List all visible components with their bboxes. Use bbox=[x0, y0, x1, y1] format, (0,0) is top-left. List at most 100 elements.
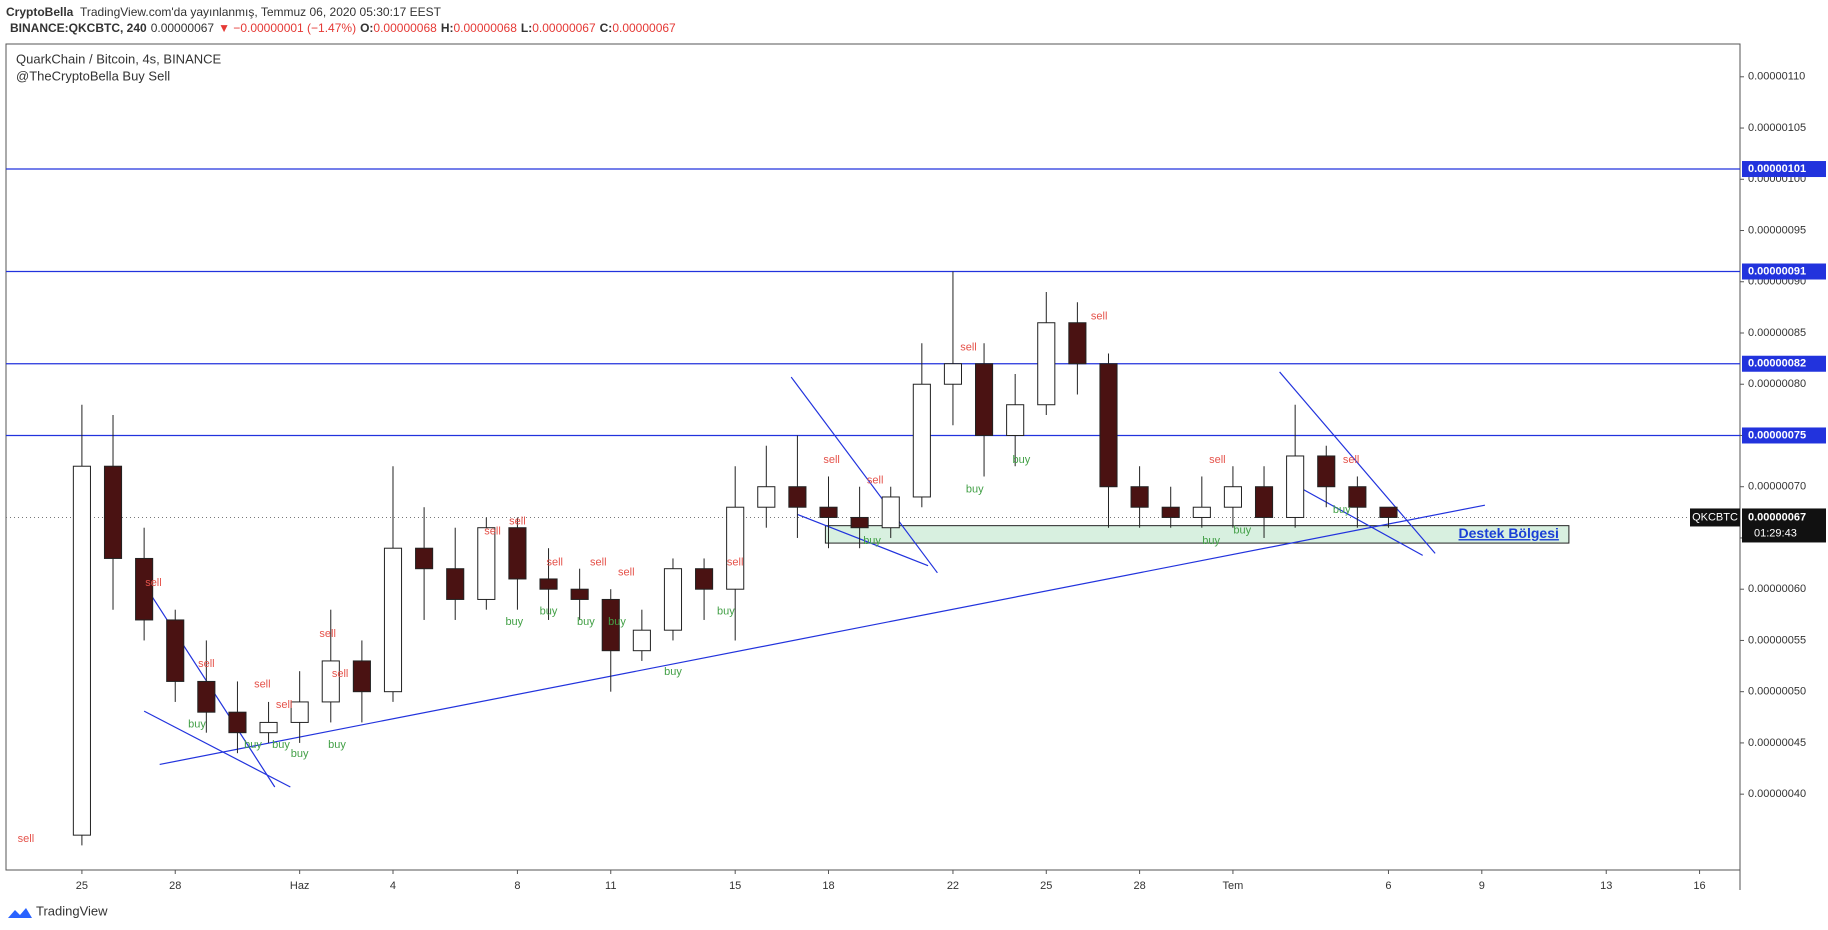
candle-body bbox=[1037, 322, 1056, 406]
signal-sell: sell bbox=[960, 341, 977, 353]
candle-body bbox=[632, 629, 651, 652]
candle-body bbox=[1379, 506, 1398, 518]
header-part: 0.00000067 bbox=[532, 21, 596, 35]
level-label: 0.00000101 bbox=[1748, 163, 1806, 175]
x-tick-label: 22 bbox=[947, 880, 959, 892]
x-tick-label: 28 bbox=[169, 880, 181, 892]
x-tick-label: 4 bbox=[390, 880, 396, 892]
candle-body bbox=[1348, 486, 1367, 508]
candle-body bbox=[695, 568, 714, 590]
candle-body bbox=[539, 578, 558, 590]
y-tick-label: 0.00000070 bbox=[1748, 481, 1806, 493]
trendline bbox=[159, 504, 1486, 766]
signal-sell: sell bbox=[727, 556, 744, 568]
candle-body bbox=[1223, 486, 1242, 508]
trendline bbox=[1279, 371, 1436, 554]
header-part: 0.00000068 bbox=[454, 21, 518, 35]
candle-body bbox=[352, 660, 371, 693]
signal-buy: buy bbox=[1202, 535, 1220, 547]
x-tick-label: 6 bbox=[1385, 880, 1391, 892]
signal-sell: sell bbox=[254, 678, 271, 690]
candle-body bbox=[1130, 486, 1149, 508]
x-tick-label: 28 bbox=[1133, 880, 1145, 892]
trendline bbox=[790, 376, 938, 574]
candle-body bbox=[135, 557, 154, 621]
candle-body bbox=[1317, 455, 1336, 488]
candle-body bbox=[446, 568, 465, 600]
candle-body bbox=[259, 721, 278, 734]
signal-buy: buy bbox=[505, 616, 523, 628]
candle-body bbox=[943, 363, 963, 385]
candle-body bbox=[103, 465, 123, 559]
signal-buy: buy bbox=[608, 616, 626, 628]
signal-sell: sell bbox=[276, 699, 293, 711]
candle-body bbox=[819, 506, 838, 518]
level-label: 0.00000075 bbox=[1748, 429, 1806, 441]
candle-body bbox=[663, 568, 683, 631]
level-label-box bbox=[1742, 427, 1826, 444]
candle-body bbox=[850, 516, 869, 529]
candle-body bbox=[1286, 455, 1305, 518]
signal-sell: sell bbox=[1091, 311, 1108, 323]
x-tick-label: 11 bbox=[605, 880, 616, 892]
header-symbol-line: BINANCE:QKCBTC, 240 0.00000067 ▼ −0.000000… bbox=[10, 21, 676, 35]
signal-buy: buy bbox=[664, 666, 682, 678]
signal-buy: buy bbox=[244, 739, 262, 751]
level-label-box bbox=[1742, 161, 1826, 178]
y-tick-label: 0.00000055 bbox=[1748, 634, 1806, 646]
candle-body bbox=[912, 383, 931, 498]
candle-body bbox=[1006, 404, 1025, 436]
candle-body bbox=[975, 363, 994, 436]
signal-buy: buy bbox=[188, 718, 206, 730]
x-tick-label: 25 bbox=[76, 880, 88, 892]
y-tick-label: 0.00000095 bbox=[1748, 224, 1806, 236]
level-label: 0.00000082 bbox=[1748, 358, 1806, 370]
candle-body bbox=[321, 660, 340, 703]
header-part: 0.00000068 bbox=[373, 21, 437, 35]
signal-sell: sell bbox=[867, 474, 884, 486]
y-tick-label: 0.00000085 bbox=[1748, 327, 1806, 339]
candle-body bbox=[1254, 486, 1274, 518]
x-tick-label: 13 bbox=[1600, 880, 1612, 892]
y-tick-label: 0.00000040 bbox=[1748, 788, 1806, 800]
header-part: 0.00000067 bbox=[612, 21, 676, 35]
header-part: O: bbox=[360, 21, 373, 35]
signal-sell: sell bbox=[1209, 454, 1226, 466]
y-tick-label: 0.00000105 bbox=[1748, 122, 1806, 134]
header-line: BINANCE:QKCBTC, 240 0.00000067 ▼ −0.000000… bbox=[10, 21, 676, 35]
x-tick-label: 15 bbox=[729, 880, 741, 892]
x-tick-label: Haz bbox=[290, 880, 310, 892]
header-author: CryptoBella bbox=[6, 5, 74, 19]
chart-subtitle: @TheCryptoBella Buy Sell bbox=[16, 68, 170, 83]
signal-buy: buy bbox=[717, 606, 735, 618]
candle-body bbox=[788, 486, 807, 508]
signal-buy: buy bbox=[1233, 525, 1251, 537]
plot-frame bbox=[5, 43, 1741, 871]
signal-sell: sell bbox=[332, 668, 349, 680]
signal-sell: sell bbox=[618, 567, 635, 579]
countdown: 01:29:43 bbox=[1754, 527, 1797, 539]
symbol-label: QKCBTC bbox=[1692, 511, 1738, 523]
header-published: TradingView.com'da yayınlanmış, Temmuz 0… bbox=[80, 5, 442, 19]
signal-buy: buy bbox=[291, 748, 309, 760]
candle-body bbox=[570, 588, 589, 600]
candle-body bbox=[1068, 322, 1087, 365]
chart-title: QuarkChain / Bitcoin, 4s, BINANCE bbox=[16, 51, 222, 66]
candle-body bbox=[290, 701, 309, 723]
candle-body bbox=[477, 527, 496, 600]
candle-body bbox=[881, 496, 900, 529]
signal-buy: buy bbox=[540, 606, 558, 618]
header-part: L: bbox=[521, 21, 532, 35]
x-tick-label: 8 bbox=[514, 880, 520, 892]
signal-sell: sell bbox=[145, 577, 162, 589]
support-zone-label: Destek Bölgesi bbox=[1459, 525, 1559, 541]
y-tick-label: 0.00000045 bbox=[1748, 737, 1806, 749]
candle-body bbox=[1192, 506, 1211, 518]
candle-body bbox=[72, 465, 91, 836]
signal-sell: sell bbox=[18, 833, 35, 845]
signal-buy: buy bbox=[863, 535, 881, 547]
trendline bbox=[143, 710, 291, 788]
signal-buy: buy bbox=[328, 739, 346, 751]
header-part: BINANCE:QKCBTC, 240 bbox=[10, 21, 147, 35]
